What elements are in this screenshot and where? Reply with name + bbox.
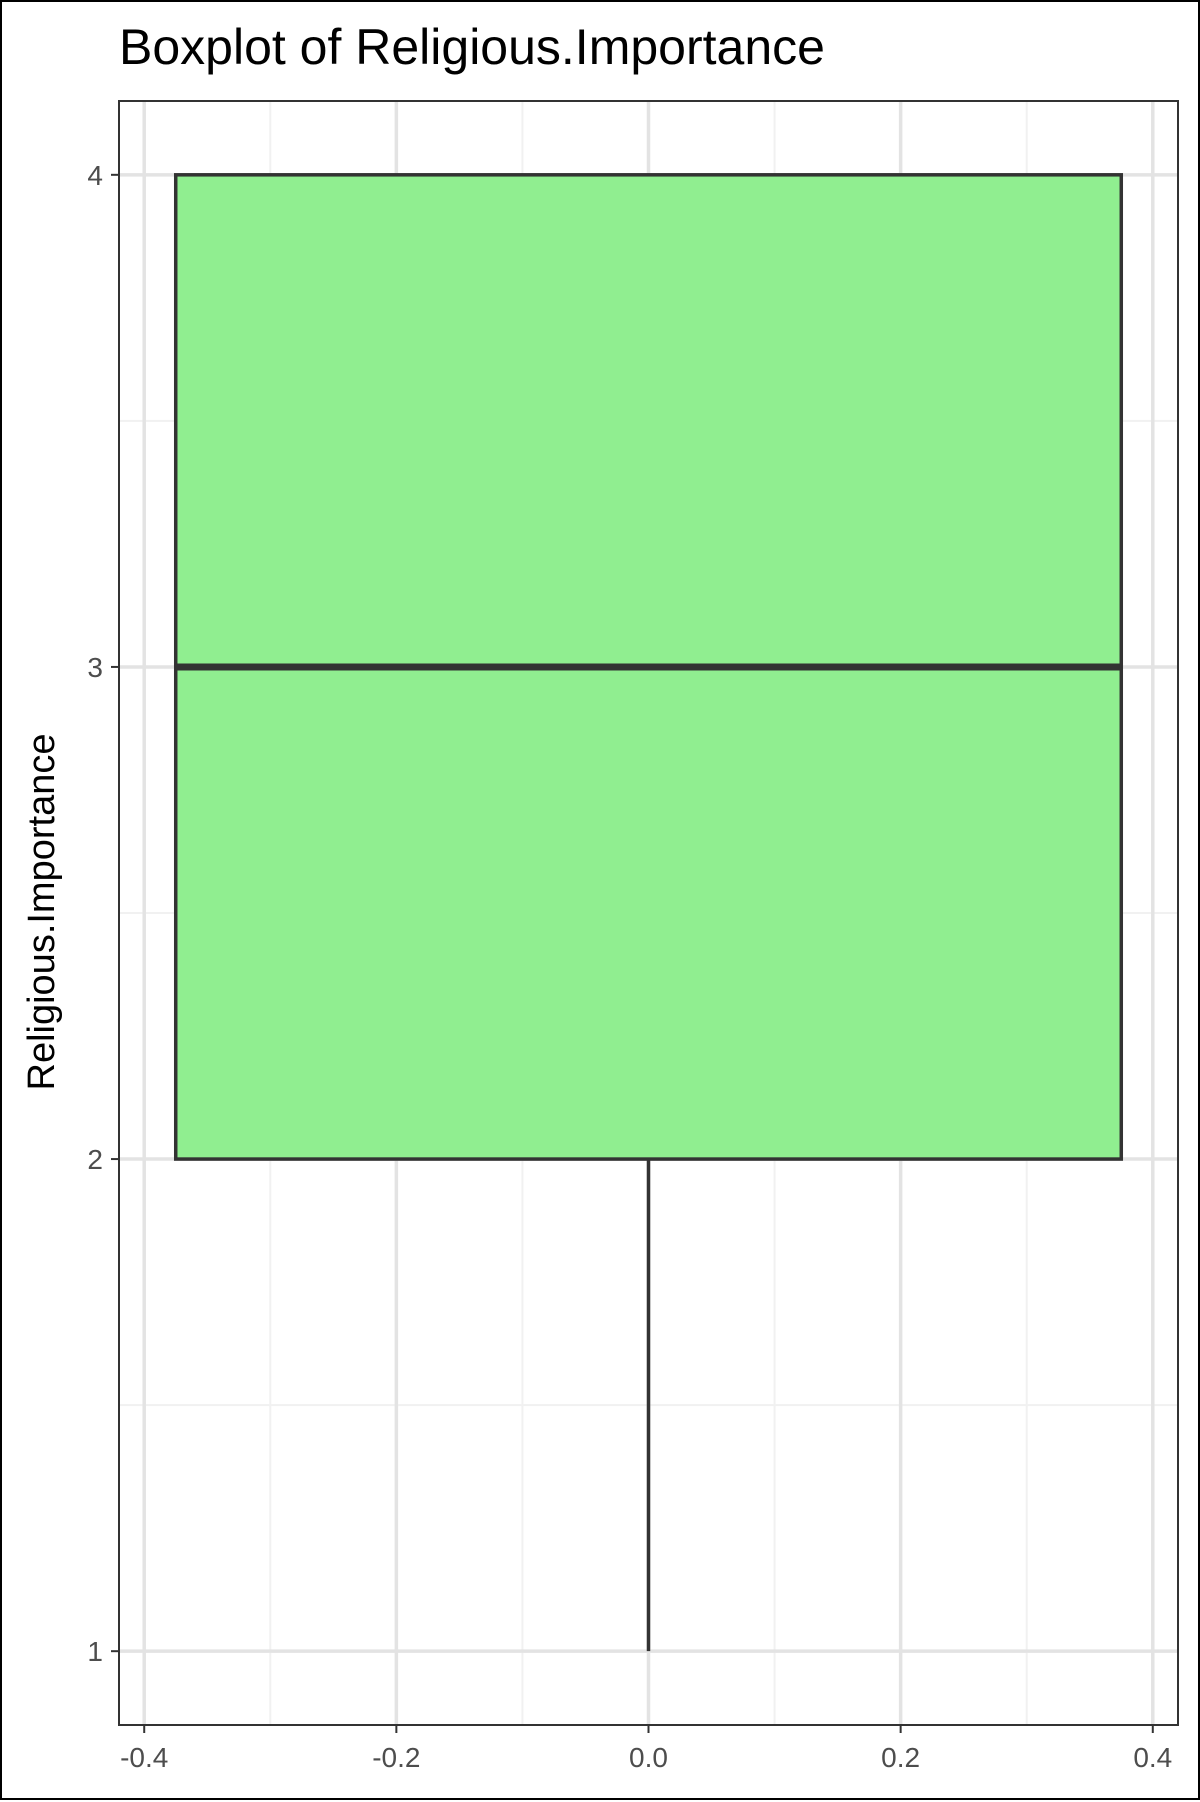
y-tick-label: 1 [87,1636,103,1667]
panel-border [118,100,1179,1726]
y-tick-label: 2 [87,1144,103,1175]
tick-layer: -0.4 -0.2 0.0 0.2 0.4 1 2 3 4 [87,160,1172,1773]
x-tick-label: 0.2 [881,1742,920,1773]
x-tick-label: -0.4 [120,1742,168,1773]
x-tick-label: 0.4 [1133,1742,1172,1773]
y-tick-label: 4 [87,160,103,191]
y-tick-label: 3 [87,652,103,683]
chart-title: Boxplot of Religious.Importance [119,19,825,75]
y-axis-title: Religious.Importance [21,734,63,1091]
x-tick-label: 0.0 [629,1742,668,1773]
x-tick-label: -0.2 [372,1742,420,1773]
box-layer [173,173,1124,1652]
